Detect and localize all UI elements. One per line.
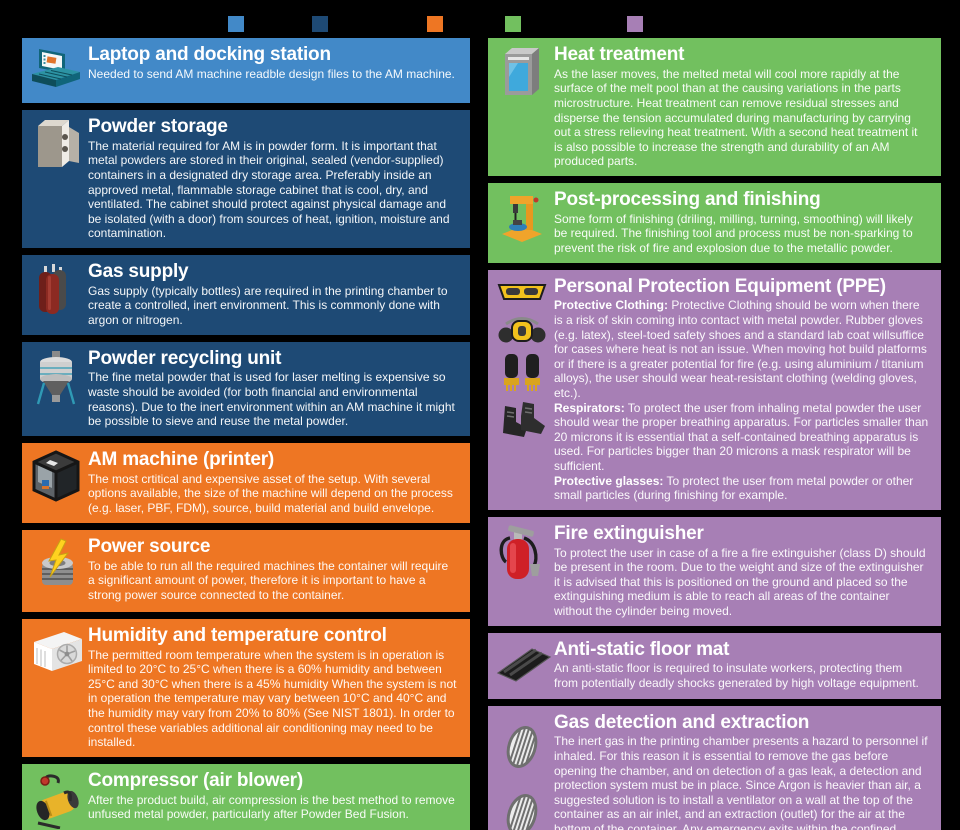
card-anti-static-floor-mat: Anti-static floor mat An anti-static flo… — [488, 632, 941, 699]
left-column: Laptop and docking station Needed to sen… — [22, 38, 470, 830]
card-body: After the product build, air compression… — [88, 792, 455, 822]
card-title: Compressor (air blower) — [88, 769, 304, 791]
card-heat-treatment: Heat treatment As the laser moves, the m… — [488, 38, 941, 176]
card-fire-extinguisher: Fire extinguisher To protect the user in… — [488, 516, 941, 626]
ppe-clothing-label: Protective Clothing: — [554, 298, 669, 313]
card-powder-storage: Powder storage The material required for… — [22, 110, 470, 248]
card-body: Gas supply (typically bottles) are requi… — [88, 283, 448, 328]
ppe-respirators-text: To protect the user from inhaling metal … — [554, 400, 929, 473]
legend-chip-orange — [427, 16, 443, 32]
card-title: AM machine (printer) — [88, 448, 275, 470]
heat-treatment-oven-icon — [496, 45, 548, 99]
power-source-icon — [30, 537, 82, 593]
card-title: Humidity and temperature control — [88, 624, 387, 646]
compressor-icon — [30, 771, 82, 829]
card-title: Gas detection and extraction — [554, 711, 810, 733]
card-body: Some form of finishing (driling, milling… — [554, 211, 913, 256]
card-title: Anti-static floor mat — [554, 638, 730, 660]
card-body: Protective Clothing: Protective Clothing… — [554, 298, 929, 502]
am-machine-icon — [30, 450, 82, 504]
ppe-respirators-label: Respirators: — [554, 400, 625, 415]
card-power-source: Power source To be able to run all the r… — [22, 529, 470, 612]
laptop-icon — [30, 45, 82, 95]
card-compressor: Compressor (air blower) After the produc… — [22, 763, 470, 830]
card-title: Powder recycling unit — [88, 347, 282, 369]
floor-mat-icon — [496, 645, 552, 685]
card-post-processing-finishing: Post-processing and finishing Some form … — [488, 183, 941, 263]
card-title: Personal Protection Equipment (PPE) — [554, 275, 886, 297]
card-powder-recycling-unit: Powder recycling unit The fine metal pow… — [22, 341, 470, 436]
card-body: The most crtitical and expensive asset o… — [88, 471, 453, 515]
storage-cabinet-icon — [30, 117, 82, 171]
card-body: The permitted room temperature when the … — [88, 647, 457, 750]
drill-press-icon — [496, 190, 548, 246]
card-humidity-temperature-control: Humidity and temperature control The per… — [22, 618, 470, 757]
ppe-clothing-text: Protective Clothing should be worn when … — [554, 298, 927, 401]
card-title: Laptop and docking station — [88, 44, 331, 65]
ppe-glasses-text: To protect the user from metal powder or… — [554, 473, 914, 503]
ppe-paragraph-glasses: Protective glasses: To protect the user … — [554, 474, 929, 503]
card-title: Post-processing and finishing — [554, 189, 821, 210]
card-title: Heat treatment — [554, 44, 685, 65]
respirator-icon — [498, 316, 546, 343]
right-column: Heat treatment As the laser moves, the m… — [488, 38, 941, 830]
card-body: As the laser moves, the melted metal wil… — [554, 66, 918, 169]
card-laptop-docking-station: Laptop and docking station Needed to sen… — [22, 38, 470, 103]
vent-icon — [506, 793, 538, 830]
card-body: The fine metal powder that is used for l… — [88, 370, 455, 429]
legend-chip-green — [505, 16, 521, 32]
card-title: Fire extinguisher — [554, 522, 704, 544]
gas-bottles-icon — [30, 262, 82, 316]
legend-chip-purple — [627, 16, 643, 32]
card-title: Gas supply — [88, 261, 189, 282]
card-gas-detection-extraction: Gas detection and extraction The inert g… — [488, 705, 941, 830]
ppe-glasses-label: Protective glasses: — [554, 473, 664, 488]
fire-extinguisher-icon — [496, 524, 548, 584]
ppe-icon-stack — [496, 280, 548, 440]
card-body: To be able to run all the required machi… — [88, 558, 449, 602]
card-body: To protect the user in case of a fire a … — [554, 545, 926, 618]
powder-recycler-icon — [30, 349, 82, 407]
card-body: Needed to send AM machine readble design… — [88, 66, 455, 81]
card-body: The material required for AM is in powde… — [88, 138, 450, 241]
card-am-machine: AM machine (printer) The most crtitical … — [22, 442, 470, 523]
boots-icon — [503, 401, 545, 437]
ppe-paragraph-clothing: Protective Clothing: Protective Clothing… — [554, 298, 929, 400]
ppe-paragraph-respirators: Respirators: To protect the user from in… — [554, 401, 929, 474]
card-title: Powder storage — [88, 116, 228, 137]
legend-chip-blue — [228, 16, 244, 32]
card-title: Power source — [88, 535, 211, 557]
safety-goggles-icon — [497, 283, 547, 300]
vent-icon — [506, 725, 538, 768]
legend-chip-navy — [312, 16, 328, 32]
gloves-icon — [504, 353, 540, 391]
vent-icon-stack — [496, 720, 548, 830]
card-gas-supply: Gas supply Gas supply (typically bottles… — [22, 255, 470, 335]
card-body: The inert gas in the printing chamber pr… — [554, 734, 928, 830]
card-body: An anti-static floor is required to insu… — [554, 661, 919, 691]
air-conditioner-icon — [30, 626, 82, 678]
card-ppe: Personal Protection Equipment (PPE) Prot… — [488, 269, 941, 510]
